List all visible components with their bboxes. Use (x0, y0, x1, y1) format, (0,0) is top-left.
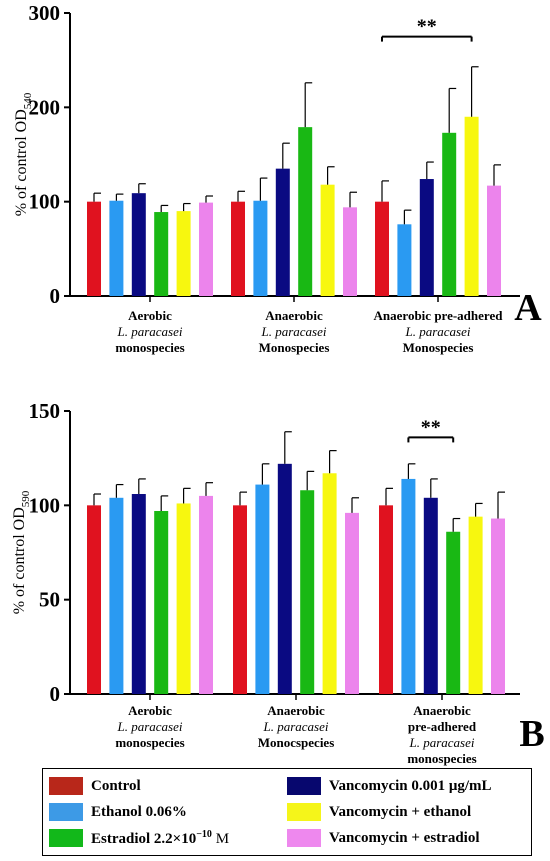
bar (375, 201, 389, 296)
group-label: L. paracasei (261, 324, 327, 339)
legend-label: Estradiol 2.2×10−10 M (91, 828, 230, 847)
significance-label: ** (421, 416, 441, 438)
group-label: L. paracasei (117, 719, 183, 734)
bar (442, 132, 457, 296)
y-tick-label: 200 (29, 95, 61, 119)
y-tick-label: 300 (29, 1, 61, 25)
bar (345, 512, 359, 694)
y-axis-title-main: % of control OD (11, 507, 28, 614)
legend-label: Ethanol 0.06% (91, 803, 187, 820)
y-tick-label: 100 (29, 493, 61, 517)
bar (255, 484, 270, 694)
legend-item-ethanol: Ethanol 0.06% (49, 801, 187, 823)
legend-swatch (49, 829, 83, 847)
bar (275, 168, 290, 296)
group-label: Monospecies (403, 340, 474, 355)
group-label: Anaerobic (413, 703, 471, 718)
legend-item-vancomycin-ethanol: Vancomycin + ethanol (287, 801, 471, 823)
bar (277, 463, 292, 694)
bar (154, 510, 169, 694)
bar (131, 193, 146, 296)
bar (487, 185, 501, 296)
bar (468, 516, 483, 694)
group-label: Aerobic (128, 703, 172, 718)
group-label: pre-adhered (408, 719, 477, 734)
bar (154, 212, 169, 296)
bar (298, 127, 313, 296)
bar (320, 184, 335, 296)
legend-swatch (287, 829, 321, 847)
y-tick-label: 150 (29, 399, 61, 423)
bar (176, 211, 191, 296)
bar (109, 200, 124, 296)
legend-item-control: Control (49, 775, 141, 797)
group-label: monospecies (115, 340, 184, 355)
panel-letter: B (519, 713, 544, 755)
bar (379, 505, 393, 694)
group-label: Monospecies (259, 340, 330, 355)
legend-label: Vancomycin 0.001 μg/mL (329, 777, 492, 794)
group-label: Anaerobic (267, 703, 325, 718)
bar (423, 497, 438, 694)
group-label: Anaerobic pre-adhered (374, 308, 504, 323)
panel-letter: A (514, 287, 542, 329)
group-label: Anaerobic (265, 308, 323, 323)
group-label: Aerobic (128, 308, 172, 323)
legend-item-vancomycin: Vancomycin 0.001 μg/mL (287, 775, 492, 797)
group-label: L. paracasei (117, 324, 183, 339)
bar (253, 200, 268, 296)
significance-label: ** (417, 16, 437, 38)
y-tick-label: 0 (50, 284, 61, 308)
legend-item-vancomycin-estradiol: Vancomycin + estradiol (287, 827, 480, 849)
bar (87, 201, 101, 296)
legend-label: Vancomycin + estradiol (329, 829, 480, 846)
bar (419, 179, 434, 296)
bar (109, 497, 124, 694)
legend-label: Control (91, 777, 141, 794)
bar (397, 224, 412, 296)
bar (491, 518, 505, 694)
group-label: L. paracasei (409, 735, 475, 750)
y-tick-label: 0 (50, 682, 61, 706)
bar (176, 503, 191, 694)
y-axis-title: % of control OD540 (13, 92, 34, 216)
legend-swatch (49, 803, 83, 821)
bar (233, 505, 247, 694)
group-label: L. paracasei (405, 324, 471, 339)
bar (231, 201, 245, 296)
bar (131, 494, 146, 694)
bar (464, 116, 479, 297)
y-axis-title: % of control OD590 (11, 490, 32, 614)
bar (199, 495, 213, 694)
legend: Control Ethanol 0.06% Estradiol 2.2×10−1… (42, 768, 532, 856)
group-label: Monocspecies (258, 735, 335, 750)
bar (199, 202, 213, 296)
y-tick-label: 50 (39, 588, 60, 612)
legend-swatch (287, 803, 321, 821)
y-axis-title-main: % of control OD (13, 109, 30, 216)
y-axis-title-subscript: 540 (22, 92, 34, 109)
y-axis-title-subscript: 590 (20, 490, 32, 507)
legend-swatch (287, 777, 321, 795)
bar (300, 490, 315, 694)
group-label: L. paracasei (263, 719, 329, 734)
legend-swatch (49, 777, 83, 795)
group-label: monospecies (407, 751, 476, 766)
bar (322, 473, 337, 694)
bar (401, 478, 416, 694)
bar (446, 531, 461, 694)
legend-item-estradiol: Estradiol 2.2×10−10 M (49, 827, 229, 849)
legend-label: Vancomycin + ethanol (329, 803, 472, 820)
group-label: monospecies (115, 735, 184, 750)
bar (343, 207, 357, 296)
y-tick-label: 100 (29, 190, 61, 214)
bar (87, 505, 101, 694)
